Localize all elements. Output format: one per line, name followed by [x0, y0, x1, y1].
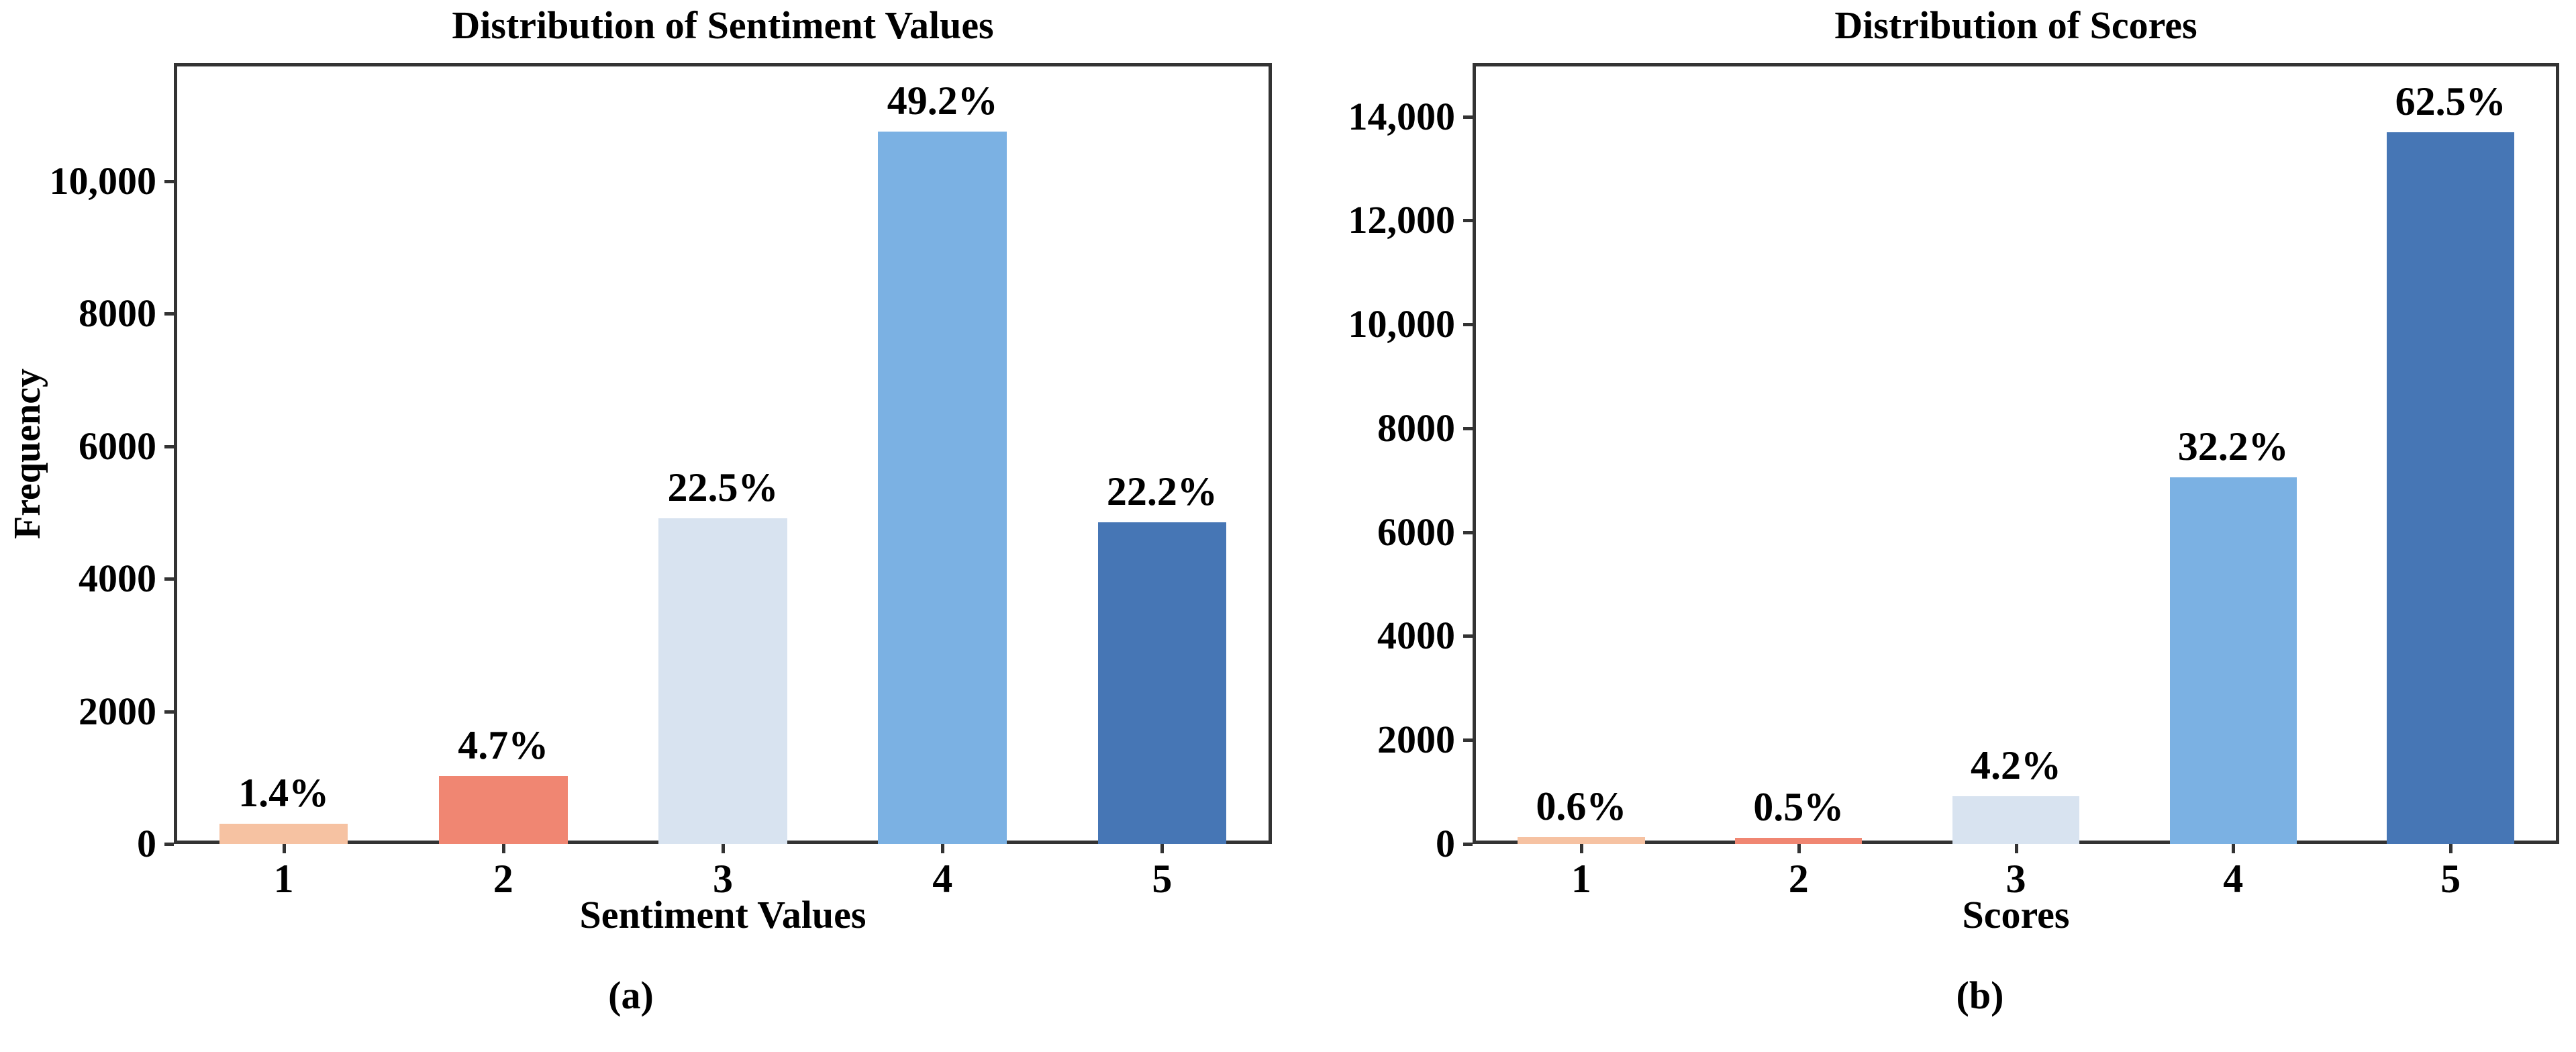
bar-percent-label: 4.2% [1971, 743, 2061, 787]
y-tick-label: 0 [137, 822, 156, 865]
y-tick-mark [164, 843, 174, 846]
bar-percent-label: 32.2% [2177, 424, 2289, 469]
x-tick-mark [941, 844, 945, 853]
y-tick-mark [164, 179, 174, 183]
y-tick-mark [1463, 843, 1473, 846]
x-tick-label: 3 [713, 857, 733, 901]
chart-b-subfigure-caption: (b) [1956, 973, 2004, 1017]
bar-percent-label: 0.5% [1753, 785, 1844, 830]
y-tick-label: 8000 [79, 291, 156, 336]
y-tick-label: 6000 [79, 424, 156, 468]
y-tick-mark [1463, 634, 1473, 638]
x-tick-mark [2014, 844, 2018, 853]
bar-category-1 [1518, 836, 1645, 844]
y-tick-label: 2000 [79, 689, 156, 733]
x-tick-label: 4 [932, 857, 953, 901]
y-tick-mark [164, 444, 174, 448]
x-tick-label: 3 [2005, 857, 2026, 901]
bar-percent-label: 22.2% [1106, 469, 1218, 514]
chart-b-title: Distribution of Scores [1834, 3, 2197, 47]
chart-b-plot-area [1473, 63, 2559, 844]
y-tick-mark [164, 312, 174, 316]
y-tick-label: 8000 [1377, 405, 1455, 450]
y-tick-label: 4000 [79, 557, 156, 601]
bar-category-1 [219, 823, 348, 844]
y-tick-label: 0 [1436, 822, 1455, 865]
x-tick-mark [282, 844, 286, 853]
y-tick-mark [1463, 426, 1473, 430]
bar-percent-label: 49.2% [887, 78, 998, 123]
bar-category-2 [1734, 838, 1863, 844]
y-tick-label: 10,000 [1348, 302, 1456, 346]
x-tick-mark [722, 844, 725, 853]
bar-category-3 [1952, 796, 2080, 844]
y-tick-label: 14,000 [1348, 94, 1456, 138]
chart-b-x-axis-label: Scores [1962, 893, 2070, 937]
y-tick-mark [1463, 115, 1473, 119]
y-tick-mark [1463, 738, 1473, 743]
chart-a-x-axis-label: Sentiment Values [579, 893, 866, 937]
x-tick-label: 1 [1571, 857, 1591, 901]
y-tick-mark [164, 577, 174, 581]
bar-percent-label: 1.4% [238, 770, 330, 815]
x-tick-label: 1 [273, 857, 294, 901]
bar-category-5 [2387, 132, 2514, 844]
y-tick-mark [1463, 323, 1473, 327]
bar-category-4 [878, 131, 1007, 844]
y-tick-label: 4000 [1377, 614, 1455, 658]
x-tick-mark [1579, 844, 1583, 853]
bar-category-3 [658, 518, 787, 844]
bar-category-2 [439, 775, 568, 844]
x-tick-mark [501, 844, 505, 853]
x-tick-label: 2 [493, 857, 513, 901]
x-tick-mark [1160, 844, 1165, 853]
bar-percent-label: 62.5% [2395, 79, 2506, 124]
x-tick-label: 5 [2440, 857, 2461, 901]
y-tick-label: 10,000 [49, 158, 157, 203]
bar-percent-label: 0.6% [1536, 783, 1627, 828]
bar-category-5 [1097, 522, 1227, 844]
y-tick-mark [1463, 530, 1473, 534]
bar-percent-label: 22.5% [667, 465, 779, 510]
x-tick-mark [1797, 844, 1801, 853]
x-tick-mark [2232, 844, 2236, 853]
x-tick-label: 2 [1788, 857, 1809, 901]
y-tick-label: 6000 [1377, 510, 1455, 554]
y-tick-mark [164, 710, 174, 714]
x-tick-mark [2449, 844, 2453, 853]
y-tick-label: 2000 [1377, 718, 1455, 762]
x-tick-label: 5 [1152, 857, 1173, 901]
chart-a-subfigure-caption: (a) [608, 973, 654, 1017]
y-tick-mark [1463, 219, 1473, 223]
x-tick-label: 4 [2223, 857, 2244, 901]
chart-a-title: Distribution of Sentiment Values [452, 3, 994, 47]
y-tick-label: 12,000 [1348, 198, 1456, 242]
bar-category-4 [2169, 477, 2297, 844]
bar-percent-label: 4.7% [458, 722, 549, 767]
